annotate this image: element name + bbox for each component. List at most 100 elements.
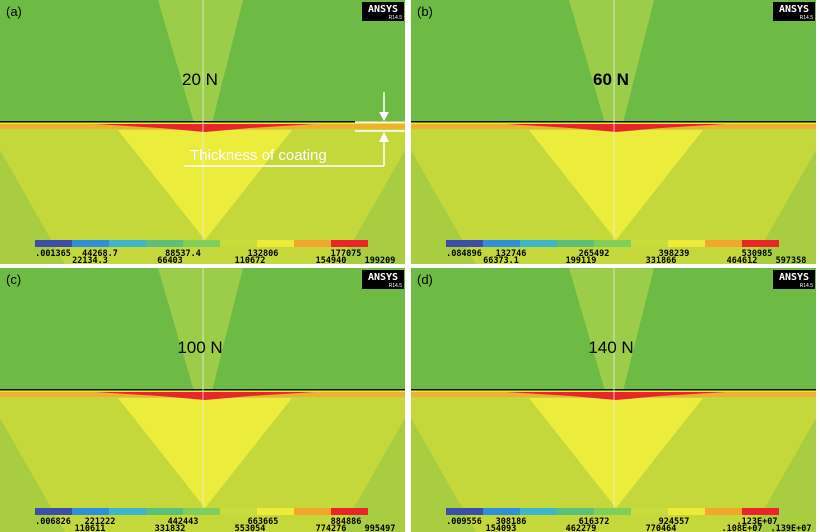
legend-swatch (294, 508, 331, 515)
legend-swatch (220, 508, 257, 515)
legend-label: 110672 (235, 256, 266, 266)
legend-label: 199119 (566, 256, 597, 266)
coating-peak (95, 124, 315, 132)
legend-swatch (72, 240, 109, 247)
legend-swatch (294, 240, 331, 247)
panel-label: (c) (6, 272, 21, 287)
legend-label: 462279 (566, 524, 597, 532)
legend-label: 774276 (316, 524, 347, 532)
legend-label: .006826 (35, 517, 71, 527)
logo-box (362, 2, 404, 21)
panel: .001365 44268.7 88537.4 132806 177075 22134.3… (0, 0, 405, 266)
legend-label: 110611 (75, 524, 106, 532)
panel-label: (a) (6, 4, 22, 19)
legend-label: .139E+07 (771, 524, 812, 532)
legend-label: 132806 (248, 249, 279, 259)
legend-label: 770464 (646, 524, 677, 532)
logo: ANSYS (368, 272, 398, 283)
legend-label: 177075 (331, 249, 362, 259)
legend-label: 308186 (496, 517, 527, 527)
legend-label: 530985 (742, 249, 773, 259)
legend-label: 553054 (235, 524, 266, 532)
legend-label: 199209 (365, 256, 396, 266)
legend-swatch (183, 240, 220, 247)
legend-swatch (331, 240, 368, 247)
legend-label: 663665 (248, 517, 279, 527)
legend-swatch (109, 508, 146, 515)
legend-label: 464612 (727, 256, 758, 266)
legend-label: 44268.7 (82, 249, 118, 259)
legend-swatch (446, 508, 483, 515)
legend-swatch (557, 508, 594, 515)
coating-peak (506, 124, 726, 132)
version: R14.5 (800, 15, 814, 21)
legend-label: .009556 (446, 517, 482, 527)
coating-peak (506, 392, 726, 400)
load-label: 100 N (177, 338, 222, 357)
logo: ANSYS (779, 272, 809, 283)
legend-label: 924557 (659, 517, 690, 527)
contour: .006826 221222 442443 663665 884886 110611 331… (0, 268, 405, 532)
contour: .009556 308186 616372 924557 .123E+07 154093 4… (411, 268, 816, 532)
legend-label: .123E+07 (737, 517, 778, 527)
load-label: 20 N (182, 70, 218, 89)
legend-swatch (257, 240, 294, 247)
legend-label: 331832 (155, 524, 186, 532)
legend-label: 995497 (365, 524, 396, 532)
legend-label: 884886 (331, 517, 362, 527)
legend-swatch (72, 508, 109, 515)
indenter (569, 268, 654, 391)
legend-label: 331866 (646, 256, 677, 266)
legend-label: 154940 (316, 256, 347, 266)
legend-label: .108E+07 (722, 524, 763, 532)
legend-swatch (257, 508, 294, 515)
legend-label: 22134.3 (72, 256, 108, 266)
logo-box (362, 270, 404, 289)
logo: ANSYS (368, 4, 398, 15)
legend-label: 616372 (579, 517, 610, 527)
legend-label: .084896 (446, 249, 482, 259)
legend-swatch (520, 240, 557, 247)
version: R14.5 (389, 283, 403, 289)
legend-label: 442443 (168, 517, 199, 527)
version: R14.5 (389, 15, 403, 21)
load-label: 140 N (588, 338, 633, 357)
stress-core (529, 398, 703, 508)
panel: .009556 308186 616372 924557 .123E+07 154093 4… (411, 268, 816, 532)
indenter (158, 0, 243, 123)
legend-swatch (446, 240, 483, 247)
stress-core (529, 130, 703, 240)
legend-swatch (483, 508, 520, 515)
legend-swatch (146, 508, 183, 515)
logo-box (773, 270, 815, 289)
legend-swatch (668, 508, 705, 515)
arrow-head (379, 132, 389, 142)
legend-label: 154093 (486, 524, 517, 532)
panel: .006826 221222 442443 663665 884886 110611 331… (0, 268, 405, 532)
arrow-head (379, 112, 389, 121)
legend-swatch (668, 240, 705, 247)
legend-label: 221222 (85, 517, 116, 527)
legend-label: 597358 (776, 256, 807, 266)
load-label: 60 N (593, 70, 629, 89)
annotation: Thickness of coating (190, 147, 327, 164)
legend-swatch (520, 508, 557, 515)
panel-label: (d) (417, 272, 433, 287)
legend-swatch (331, 508, 368, 515)
legend-swatch (557, 240, 594, 247)
legend-swatch (742, 508, 779, 515)
legend-swatch (35, 508, 72, 515)
stress-core (118, 130, 292, 240)
legend-swatch (146, 240, 183, 247)
contour: .001365 44268.7 88537.4 132806 177075 22134.3… (0, 0, 405, 266)
version: R14.5 (800, 283, 814, 289)
legend-label: 66373.1 (483, 256, 519, 266)
legend-label: .001365 (35, 249, 71, 259)
legend-swatch (183, 508, 220, 515)
legend-swatch (594, 508, 631, 515)
legend-swatch (705, 508, 742, 515)
coating-peak (95, 392, 315, 400)
legend-swatch (109, 240, 146, 247)
logo-box (773, 2, 815, 21)
